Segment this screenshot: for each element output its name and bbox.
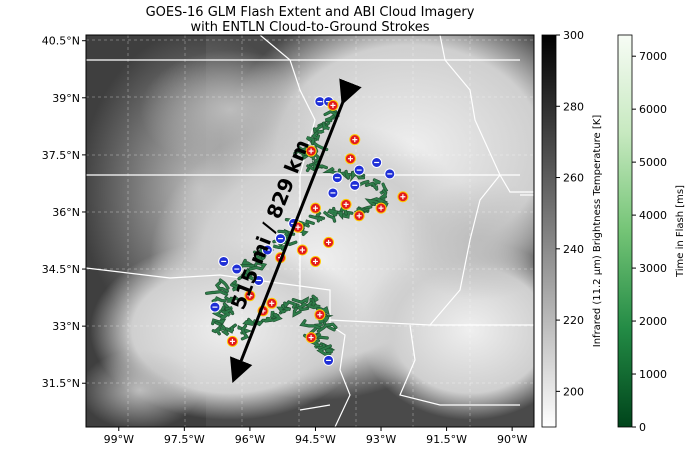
flash-extent-segment	[215, 281, 229, 293]
flash-tick-label: 3000	[639, 262, 667, 275]
ir-colorbar-ramp	[541, 34, 557, 428]
ir-tick-label: 260	[563, 172, 584, 185]
ir-tick-label: 280	[563, 100, 584, 113]
latitude-axis: 40.5°N 39°N 37.5°N 36°N 34.5°N 33°N 31.5°N	[42, 35, 86, 390]
flash-extent-segment	[212, 296, 227, 303]
lon-tick-label: 94.5°W	[295, 433, 336, 446]
flash-tick-label: 1000	[639, 368, 667, 381]
flash-tick-label: 2000	[639, 315, 667, 328]
flash-extent-segment	[213, 309, 224, 317]
flash-tick-label: 6000	[639, 103, 667, 116]
flash-extent-segment	[212, 324, 222, 335]
flash-tick-label: 5000	[639, 156, 667, 169]
ir-tick-label: 220	[563, 314, 584, 327]
map-frame	[85, 34, 535, 428]
flash-colorbar-ramp	[617, 34, 633, 428]
flash-colorbar-label: Time in Flash [ms]	[675, 185, 686, 278]
ir-colorbar-label: Infrared (11.2 µm) Brightness Temperatur…	[592, 115, 603, 348]
flash-tick-label: 7000	[639, 50, 667, 63]
flash-extent-segment	[211, 319, 226, 326]
lat-tick-label: 40.5°N	[42, 35, 80, 48]
flash-extent-segment	[366, 199, 380, 206]
lon-tick-label: 93°W	[366, 433, 396, 446]
ir-colorbar-ticks: 300 280 260 240 220 200	[556, 29, 584, 398]
lon-tick-label: 90°W	[497, 433, 527, 446]
flash-extent-segment	[205, 290, 228, 296]
ir-tick-label: 240	[563, 243, 584, 256]
lon-tick-label: 97.5°W	[164, 433, 205, 446]
flash-extent-segment	[379, 183, 388, 195]
flash-extent-segment	[371, 178, 381, 187]
flash-tick-label: 0	[639, 421, 646, 434]
ir-tick-label: 300	[563, 29, 584, 42]
title-line1: GOES-16 GLM Flash Extent and ABI Cloud I…	[146, 5, 475, 20]
title-line2: with ENTLN Cloud-to-Ground Strokes	[190, 20, 429, 35]
lat-tick-label: 37.5°N	[42, 149, 80, 162]
lat-tick-label: 34.5°N	[42, 263, 80, 276]
lon-tick-label: 99°W	[104, 433, 134, 446]
lat-tick-label: 36°N	[52, 206, 80, 219]
ir-colorbar: 300 280 260 240 220 200 Infrared (11.2 µm) Br…	[541, 29, 603, 428]
lat-tick-label: 31.5°N	[42, 377, 80, 390]
longitude-axis: 99°W 97.5°W 96°W 94.5°W 93°W 91.5°W 90°W	[104, 427, 527, 446]
distance-arrow	[230, 78, 362, 383]
ir-tick-label: 200	[563, 385, 584, 398]
flash-extent-segment	[215, 321, 227, 331]
lat-tick-label: 33°N	[52, 320, 80, 333]
lon-tick-label: 91.5°W	[426, 433, 467, 446]
lat-tick-label: 39°N	[52, 92, 80, 105]
flash-colorbar: 7000 6000 5000 4000 3000 2000 1000 0 Time in Fl…	[617, 34, 686, 434]
flash-extent-segment	[365, 182, 378, 191]
flash-colorbar-ticks: 7000 6000 5000 4000 3000 2000 1000 0	[632, 50, 667, 434]
flash-tick-label: 4000	[639, 209, 667, 222]
lon-tick-label: 96°W	[235, 433, 265, 446]
map-panel: 515 mi / 829 km	[85, 34, 535, 428]
flash-extent-segment	[219, 279, 229, 290]
